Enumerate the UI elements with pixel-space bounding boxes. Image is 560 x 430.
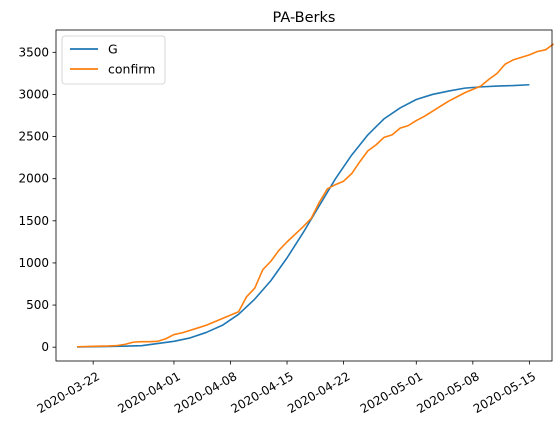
legend-label-confirm: confirm (108, 62, 155, 77)
legend-box (61, 35, 166, 85)
y-tick-label: 2500 (18, 130, 49, 144)
y-tick-label: 3000 (18, 87, 49, 101)
series-line-G (76, 83, 530, 348)
y-axis: 0 500 1000 1500 2000 2500 3000 3500 (18, 45, 56, 354)
legend-label-G: G (108, 42, 118, 57)
series-layer (76, 43, 555, 348)
y-tick-label: 1000 (18, 256, 49, 270)
series-line-confirm (76, 43, 555, 348)
y-tick-label: 1500 (18, 214, 49, 228)
y-tick-label: 2000 (18, 172, 49, 186)
y-tick-label: 500 (26, 298, 49, 312)
y-tick-label: 0 (41, 340, 49, 354)
plot-area-frame (55, 29, 553, 362)
chart-title: PA-Berks (273, 10, 336, 26)
y-tick-label: 3500 (18, 45, 49, 59)
